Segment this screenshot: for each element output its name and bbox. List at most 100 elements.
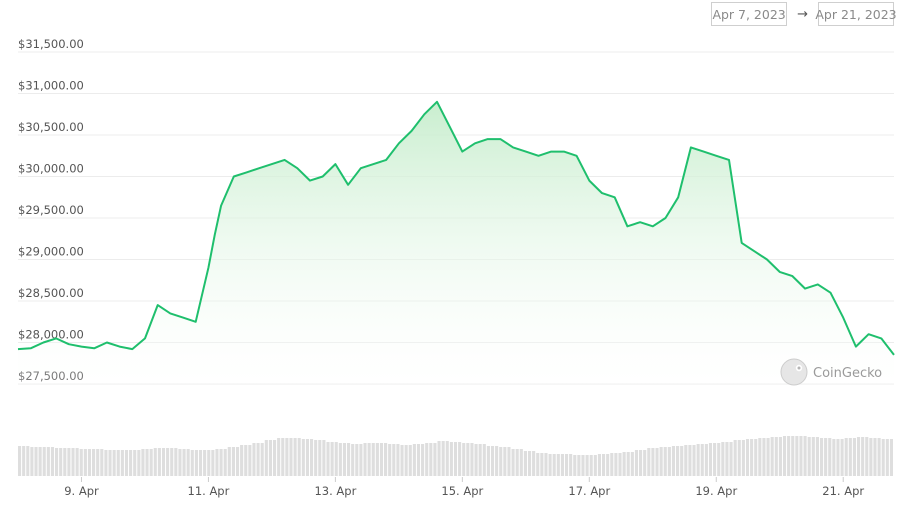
volume-bar xyxy=(83,449,87,476)
volume-bar xyxy=(334,442,338,476)
volume-bar xyxy=(770,437,774,476)
volume-bar xyxy=(26,446,30,476)
volume-bar xyxy=(791,436,795,476)
volume-bar xyxy=(194,450,198,476)
volume-bar xyxy=(124,450,129,476)
volume-bar xyxy=(564,454,569,476)
volume-bar xyxy=(379,443,384,476)
volume-bar xyxy=(384,443,388,476)
volume-bar xyxy=(840,439,844,476)
volume-bar xyxy=(758,438,762,476)
x-tick-label: 21. Apr xyxy=(822,484,864,498)
volume-bar xyxy=(729,442,733,476)
volume-bar xyxy=(614,453,618,476)
volume-bar xyxy=(885,439,889,476)
volume-bar xyxy=(684,445,688,476)
volume-bar xyxy=(235,447,240,476)
volume-bar xyxy=(157,448,161,476)
volume-bar xyxy=(589,455,593,476)
volume-bar xyxy=(104,450,108,476)
volume-bar xyxy=(585,455,589,476)
volume-bar xyxy=(441,441,445,476)
volume-bar xyxy=(256,443,260,476)
volume-bar xyxy=(92,449,96,476)
volume-bar xyxy=(416,444,421,476)
volume-bar xyxy=(75,448,79,476)
volume-bar xyxy=(713,443,717,476)
volume-bar xyxy=(190,450,194,476)
volume-bar xyxy=(264,440,268,476)
x-tick-label: 19. Apr xyxy=(695,484,737,498)
volume-bar xyxy=(630,452,634,476)
volume-bars xyxy=(18,436,893,476)
volume-bar xyxy=(560,454,564,476)
volume-bar xyxy=(766,438,770,476)
volume-bar xyxy=(363,443,367,476)
volume-bar xyxy=(552,454,556,476)
volume-bar xyxy=(844,438,848,476)
volume-bar xyxy=(166,448,170,476)
volume-bar xyxy=(281,438,285,476)
volume-bar xyxy=(787,436,791,476)
volume-bar xyxy=(293,438,297,476)
volume-bar xyxy=(371,443,375,476)
volume-bar xyxy=(852,438,856,476)
volume-bar xyxy=(178,449,182,476)
volume-bar xyxy=(762,438,766,476)
volume-bar xyxy=(519,449,523,476)
volume-bar xyxy=(310,439,314,476)
volume-bar xyxy=(141,449,145,476)
volume-bar xyxy=(622,452,626,476)
volume-bar xyxy=(704,444,708,476)
volume-bar xyxy=(811,437,815,476)
volume-bar xyxy=(112,450,116,476)
end-date-input[interactable]: Apr 21, 2023 xyxy=(815,2,897,26)
volume-bar xyxy=(18,446,22,476)
x-tick-label: 11. Apr xyxy=(188,484,230,498)
volume-bar xyxy=(754,439,758,476)
volume-bar xyxy=(848,438,852,476)
price-area xyxy=(18,101,894,385)
volume-bar xyxy=(301,439,305,476)
volume-bar xyxy=(396,444,400,476)
volume-bar xyxy=(38,447,42,476)
volume-bar xyxy=(330,442,334,476)
volume-bar xyxy=(388,444,392,476)
watermark-text: CoinGecko xyxy=(813,366,882,381)
price-line[interactable] xyxy=(17,100,895,356)
volume-bar xyxy=(478,444,482,476)
volume-bar xyxy=(351,444,355,476)
volume-bar xyxy=(540,453,544,476)
volume-bar xyxy=(55,448,59,476)
volume-bar xyxy=(536,453,540,476)
volume-bar xyxy=(305,439,309,476)
volume-bar xyxy=(667,447,671,476)
volume-bar xyxy=(421,444,425,476)
volume-bar xyxy=(277,438,281,476)
volume-bar xyxy=(318,440,322,476)
volume-bar xyxy=(120,450,124,476)
volume-bar xyxy=(503,447,507,476)
volume-bar xyxy=(392,444,396,476)
volume-bar xyxy=(338,443,342,476)
volume-bar xyxy=(100,449,104,476)
volume-bar xyxy=(133,450,137,476)
volume-bar xyxy=(67,448,71,476)
volume-bar xyxy=(400,445,404,476)
volume-bar xyxy=(482,444,486,476)
volume-bar xyxy=(700,444,704,476)
volume-bar xyxy=(815,437,819,476)
volume-bar xyxy=(881,439,885,476)
volume-bar xyxy=(795,436,799,476)
volume-bar xyxy=(215,449,219,476)
volume-bar xyxy=(889,439,893,476)
start-date-input[interactable]: Apr 7, 2023 xyxy=(711,2,788,26)
y-tick-label: $30,000.00 xyxy=(18,162,84,176)
volume-bar xyxy=(745,439,750,476)
volume-bar xyxy=(285,438,289,476)
volume-bar xyxy=(782,436,787,476)
volume-bar xyxy=(425,443,429,476)
price-line-path[interactable] xyxy=(17,100,895,356)
volume-bar xyxy=(404,445,408,476)
